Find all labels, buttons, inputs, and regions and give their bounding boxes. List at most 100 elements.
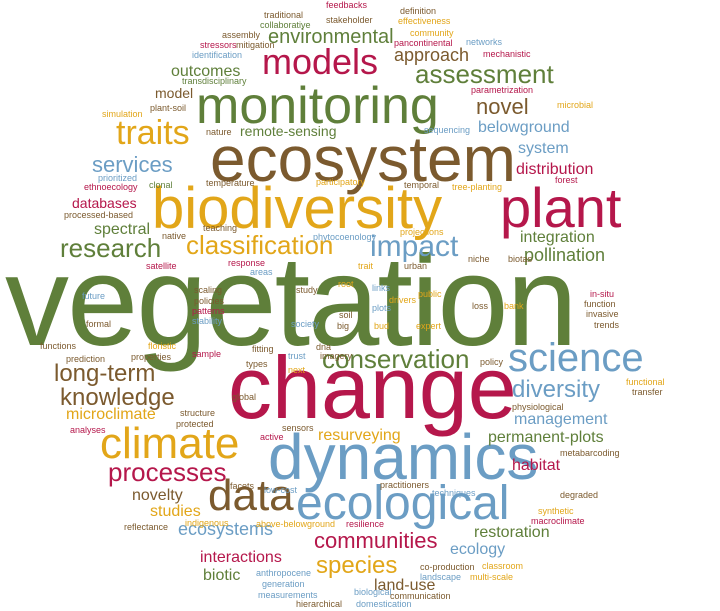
word-climate: climate [100, 419, 240, 468]
word-transfer: transfer [632, 387, 663, 397]
word-biodiversity: biodiversity [152, 176, 443, 241]
word-research: research [60, 233, 162, 263]
word-measurements: measurements [258, 590, 318, 600]
word-belowground: belowground [478, 119, 570, 136]
word-multi-scale: multi-scale [470, 572, 514, 582]
word-approach: approach [394, 45, 470, 65]
word-formal: formal [86, 319, 112, 329]
word-global: global [232, 392, 257, 402]
word-above-belowground: above-belowground [256, 519, 336, 529]
word-microbial: microbial [557, 100, 594, 110]
word-plots: plots [372, 303, 392, 313]
word-phytocoenology: phytocoenology [313, 232, 377, 242]
word-transdisciplinary: transdisciplinary [182, 76, 247, 86]
word-practitioners: practitioners [380, 480, 430, 490]
word-feedbacks: feedbacks [326, 0, 368, 10]
word-vegetation: vegetation [5, 230, 578, 373]
word-stressors: stressors [200, 40, 237, 50]
word-assembly: assembly [222, 30, 261, 40]
word-ecosystem: ecosystem [210, 123, 516, 195]
word-ecosystems: ecosystems [178, 519, 274, 539]
word-change: change [228, 338, 517, 437]
word-trust: trust [288, 351, 306, 361]
word-forest: forest [555, 175, 578, 185]
word-biotas: biotas [508, 254, 533, 264]
word-synthetic: synthetic [538, 506, 574, 516]
word-communication: communication [390, 591, 451, 601]
word-processes: processes [108, 457, 227, 487]
word-definition: definition [400, 6, 437, 16]
word-study: study [296, 285, 318, 295]
word-anthropocene: anthropocene [256, 568, 312, 578]
word-participatory: participatory [316, 177, 366, 187]
word-simulation: simulation [102, 109, 143, 119]
word-stability: stability [192, 316, 223, 326]
word-physiological: physiological [512, 402, 564, 412]
word-macroclimate: macroclimate [531, 516, 585, 526]
word-plant: plant [500, 176, 622, 239]
word-species: species [316, 552, 398, 579]
word-techniques: techniques [432, 488, 476, 498]
word-integration: integration [520, 229, 595, 246]
word-plant-soil: plant-soil [150, 103, 187, 113]
word-permanent-plots: permanent-plots [488, 429, 604, 446]
word-society: society [291, 319, 320, 329]
word-indigenous: indigenous [185, 518, 229, 528]
word-community: community [410, 28, 454, 38]
word-loss: loss [472, 301, 489, 311]
word-conservation: conservation [322, 344, 470, 374]
word-ecological: ecological [296, 477, 510, 530]
word-dynamics: dynamics [268, 421, 539, 493]
word-impact: impact [370, 230, 459, 263]
word-tree-planting: tree-planting [452, 182, 503, 192]
word-traits: traits [116, 114, 190, 152]
word-landscape: landscape [420, 572, 462, 582]
word-long-term: long-term [54, 360, 156, 387]
word-distribution: distribution [516, 161, 594, 178]
word-stakeholder: stakeholder [326, 15, 373, 25]
word-prioritized: prioritized [98, 173, 138, 183]
word-ethnoecology: ethnoecology [84, 182, 138, 192]
word-restoration: restoration [474, 524, 550, 541]
word-functional: functional [626, 377, 665, 387]
word-outcomes: outcomes [171, 63, 241, 80]
word-pollination: pollination [524, 245, 606, 265]
word-types: types [246, 359, 268, 369]
word-ecology: ecology [450, 541, 506, 558]
word-hierarchical: hierarchical [296, 599, 343, 609]
word-teaching: teaching [203, 223, 238, 233]
word-temporal: temporal [404, 180, 440, 190]
word-collaborative: collaborative [260, 20, 311, 30]
word-prediction: prediction [66, 354, 106, 364]
word-links: links [372, 283, 391, 293]
word-biological: biological [354, 587, 392, 597]
word-management: management [514, 411, 608, 428]
word-bank: bank [504, 301, 524, 311]
word-generation: generation [262, 579, 305, 589]
word-invasive: invasive [586, 309, 619, 319]
word-analyses: analyses [70, 425, 106, 435]
word-resurveying: resurveying [318, 427, 401, 444]
word-classification: classification [186, 230, 334, 260]
word-patterns: patterns [192, 306, 225, 316]
word-diversity: diversity [512, 376, 601, 403]
word-mitigation: mitigation [236, 40, 275, 50]
word-co-production: co-production [420, 562, 475, 572]
word-policies: policies [194, 296, 225, 306]
word-satellite: satellite [146, 261, 177, 271]
word-spectral: spectral [94, 221, 151, 238]
word-services: services [92, 152, 173, 177]
word-parametrization: parametrization [471, 85, 534, 95]
word-reflectance: reflectance [124, 522, 169, 532]
word-effectiveness: effectiveness [398, 16, 451, 26]
word-scaling: scaling [194, 285, 223, 295]
word-monitoring: monitoring [196, 77, 439, 135]
word-temperature: temperature [206, 178, 255, 188]
word-floristic: floristic [148, 341, 177, 351]
word-remote-sensing: remote-sensing [240, 123, 337, 139]
word-data: data [208, 471, 294, 520]
word-land-use: land-use [374, 577, 436, 594]
word-interactions: interactions [200, 549, 282, 566]
word-classroom: classroom [482, 561, 524, 571]
